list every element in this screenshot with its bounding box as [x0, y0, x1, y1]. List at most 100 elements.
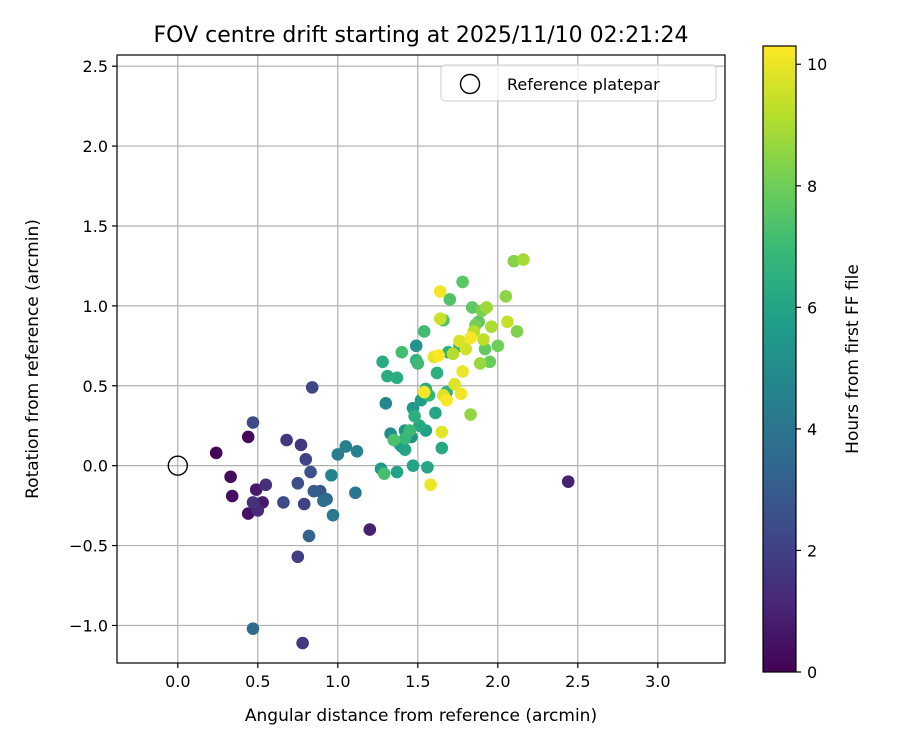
colorbar: 0 2 4 6 8 10 Hours from first FF file [762, 45, 863, 682]
scatter-point [395, 345, 409, 359]
scatter-point [296, 636, 309, 650]
scatter-point [408, 409, 421, 423]
scatter-point [456, 365, 469, 378]
scatter-point [376, 355, 389, 369]
scatter-point [390, 465, 404, 479]
scatter-point [435, 425, 449, 439]
scatter-point [403, 424, 417, 437]
scatter-point [453, 334, 466, 348]
scatter-points [209, 253, 575, 650]
scatter-point [499, 289, 513, 303]
scatter-point [325, 468, 338, 482]
scatter-point [417, 385, 431, 399]
scatter-point [501, 315, 514, 329]
scatter-point [483, 355, 497, 369]
scatter-point [398, 443, 412, 456]
scatter-point [209, 446, 223, 460]
scatter-point [435, 441, 449, 455]
scatter-point [477, 333, 490, 346]
scatter-point [304, 465, 317, 479]
grid-lines [117, 55, 725, 663]
y-tick-label: 0.0 [83, 457, 108, 476]
y-axis-ticks: −1.0 −0.5 0.0 0.5 1.0 1.5 2.0 2.5 [69, 57, 117, 635]
legend-label-reference-platepar: Reference platepar [507, 75, 660, 94]
x-tick-label: 2.0 [485, 672, 510, 691]
scatter-point [507, 254, 521, 268]
scatter-point [464, 331, 477, 345]
scatter-point [379, 397, 393, 410]
scatter-point [350, 444, 364, 458]
legend-box [440, 64, 717, 102]
x-tick-label: 1.0 [325, 672, 350, 691]
scatter-point [246, 622, 260, 635]
x-tick-label: 1.5 [405, 672, 430, 691]
scatter-point [305, 381, 319, 394]
colorbar-tick-label: 2 [807, 541, 817, 560]
scatter-point [249, 483, 263, 496]
scatter-point [406, 459, 420, 472]
scatter-point [387, 433, 401, 447]
scatter-point [277, 496, 290, 509]
colorbar-label: Hours from first FF file [843, 264, 863, 454]
y-tick-label: 2.5 [83, 57, 108, 76]
scatter-point [456, 275, 469, 289]
scatter-point [433, 285, 447, 298]
scatter-point [433, 312, 447, 325]
scatter-point [464, 408, 477, 421]
scatter-point [454, 387, 468, 401]
colorbar-tick-label: 6 [807, 298, 817, 317]
scatter-point [473, 357, 487, 370]
scatter-point [349, 486, 362, 500]
colorbar-tick-label: 4 [807, 420, 817, 439]
scatter-point [297, 497, 311, 511]
plot-area: 0.0 0.5 1.0 1.5 2.0 2.5 3.0 −1.0 −0.5 0.0 0.5 1.0 1… [69, 54, 726, 691]
scatter-point [307, 484, 321, 498]
scatter-point [331, 448, 345, 461]
colorbar-tick-label: 8 [807, 177, 817, 196]
scatter-point [417, 325, 431, 338]
scatter-point [302, 529, 316, 543]
scatter-point [411, 357, 425, 370]
scatter-point [390, 371, 404, 385]
x-tick-label: 0.0 [165, 672, 190, 691]
colorbar-tick-label: 0 [807, 663, 817, 682]
scatter-point [448, 377, 461, 391]
scatter-point [480, 301, 493, 314]
scatter-point [291, 550, 305, 564]
legend: Reference platepar [440, 64, 717, 102]
x-axis-ticks: 0.0 0.5 1.0 1.5 2.0 2.5 3.0 [165, 663, 671, 691]
y-tick-label: 0.5 [83, 377, 108, 396]
scatter-point [299, 452, 313, 466]
x-tick-label: 0.5 [245, 672, 270, 691]
y-tick-label: −1.0 [69, 616, 108, 635]
scatter-point [440, 393, 453, 407]
axes-frame [116, 54, 726, 664]
y-axis-label: Rotation from reference (arcmin) [23, 219, 43, 499]
scatter-point [241, 507, 255, 520]
scatter-point [465, 301, 479, 314]
chart-title: FOV centre drift starting at 2025/11/10 … [154, 23, 689, 48]
x-axis-label: Angular distance from reference (arcmin) [245, 706, 597, 726]
scatter-point [429, 406, 442, 420]
x-tick-label: 3.0 [645, 672, 670, 691]
scatter-point [510, 325, 524, 338]
scatter-point [326, 508, 340, 522]
scatter-point [413, 419, 426, 433]
colorbar-gradient [762, 45, 797, 673]
reference-platepar-marker [167, 455, 189, 476]
scatter-point [259, 478, 273, 492]
scatter-point [421, 460, 434, 474]
scatter-point [430, 366, 444, 380]
scatter-point [224, 470, 237, 484]
colorbar-tick-label: 10 [807, 55, 827, 74]
scatter-point [409, 339, 423, 353]
y-tick-label: 1.0 [83, 297, 108, 316]
scatter-point [280, 433, 293, 447]
scatter-point [317, 494, 330, 508]
scatter-point [339, 440, 353, 453]
scatter-point [294, 438, 308, 452]
scatter-point [517, 253, 530, 266]
scatter-point [443, 293, 457, 306]
scatter-point [363, 523, 377, 536]
